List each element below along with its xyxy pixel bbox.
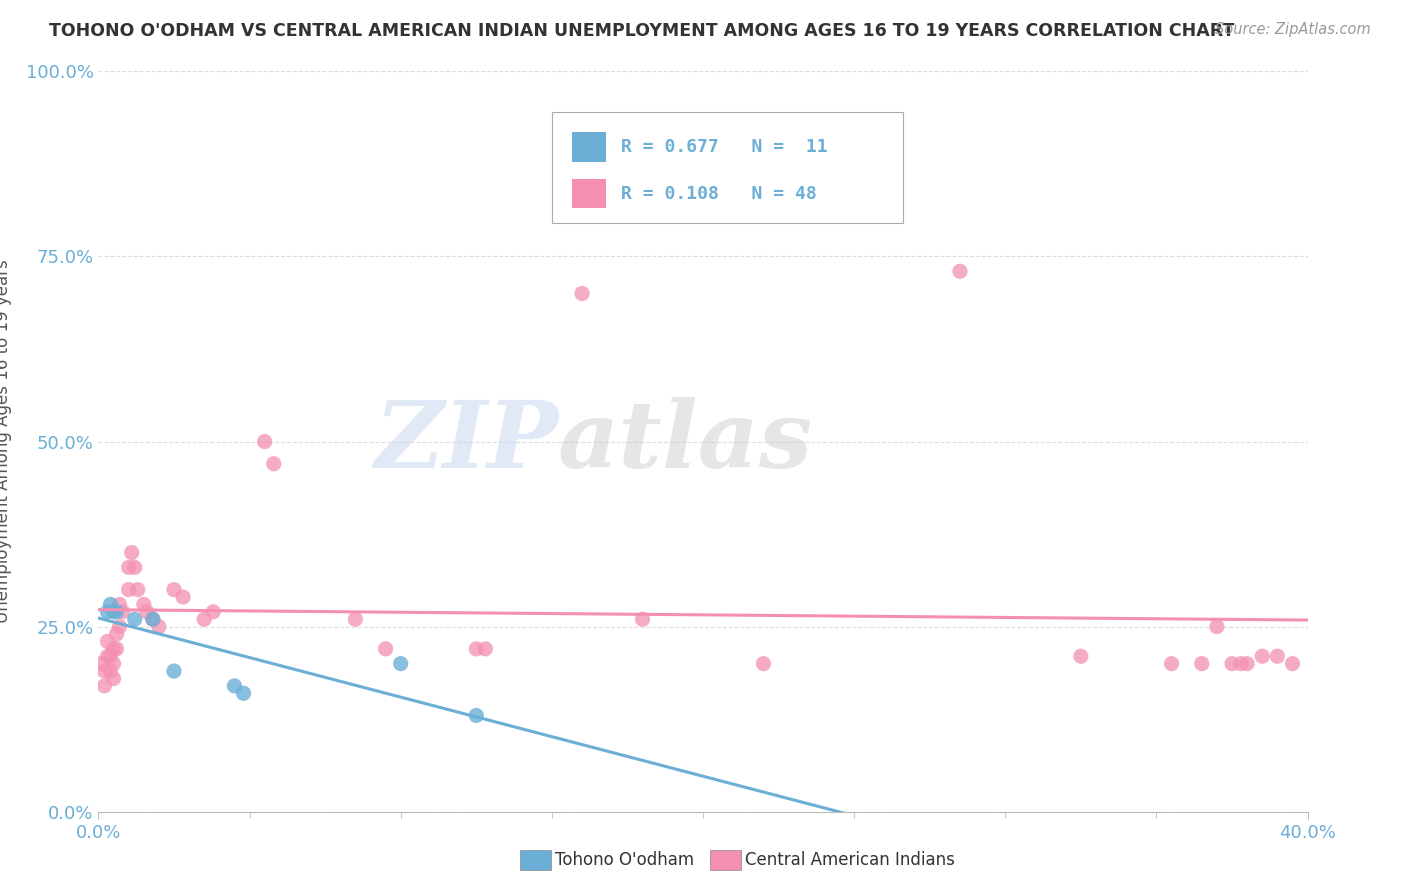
Point	[108, 619, 131, 633]
Point	[949, 264, 972, 278]
FancyBboxPatch shape	[551, 112, 903, 223]
Point	[474, 641, 496, 656]
Point	[465, 708, 488, 723]
Point	[103, 641, 125, 656]
Point	[163, 582, 186, 597]
Point	[1206, 619, 1229, 633]
Point	[105, 605, 128, 619]
Point	[1191, 657, 1213, 671]
Point	[752, 657, 775, 671]
Point	[96, 605, 118, 619]
Point	[374, 641, 396, 656]
Point	[103, 657, 125, 671]
Point	[142, 612, 165, 626]
Point	[118, 560, 141, 574]
Text: atlas: atlas	[558, 397, 813, 486]
Text: R = 0.108   N = 48: R = 0.108 N = 48	[621, 185, 817, 202]
Point	[105, 641, 128, 656]
Point	[263, 457, 285, 471]
Text: Central American Indians: Central American Indians	[745, 851, 955, 869]
Point	[1267, 649, 1289, 664]
Point	[124, 560, 146, 574]
Point	[163, 664, 186, 678]
Point	[90, 657, 112, 671]
Text: Tohono O'odham: Tohono O'odham	[555, 851, 695, 869]
FancyBboxPatch shape	[572, 132, 606, 161]
Point	[100, 664, 122, 678]
Point	[1160, 657, 1182, 671]
Point	[571, 286, 593, 301]
Point	[103, 672, 125, 686]
Point	[1230, 657, 1253, 671]
Point	[389, 657, 412, 671]
Point	[100, 649, 122, 664]
Point	[142, 612, 165, 626]
Text: TOHONO O'ODHAM VS CENTRAL AMERICAN INDIAN UNEMPLOYMENT AMONG AGES 16 TO 19 YEARS: TOHONO O'ODHAM VS CENTRAL AMERICAN INDIA…	[49, 22, 1234, 40]
Point	[1236, 657, 1258, 671]
Point	[108, 598, 131, 612]
Point	[202, 605, 225, 619]
Point	[193, 612, 215, 626]
Point	[127, 582, 149, 597]
Text: R = 0.677   N =  11: R = 0.677 N = 11	[621, 138, 827, 156]
Point	[124, 612, 146, 626]
Point	[118, 582, 141, 597]
Point	[105, 627, 128, 641]
Point	[465, 641, 488, 656]
Point	[111, 605, 134, 619]
Point	[121, 546, 143, 560]
Point	[135, 605, 157, 619]
Point	[232, 686, 254, 700]
Point	[93, 679, 115, 693]
Point	[1251, 649, 1274, 664]
Text: ZIP: ZIP	[374, 397, 558, 486]
Y-axis label: Unemployment Among Ages 16 to 19 years: Unemployment Among Ages 16 to 19 years	[0, 260, 11, 624]
Point	[96, 649, 118, 664]
Point	[1220, 657, 1243, 671]
Point	[93, 664, 115, 678]
Point	[344, 612, 367, 626]
Point	[96, 634, 118, 648]
Point	[132, 598, 155, 612]
Point	[253, 434, 276, 449]
Point	[631, 612, 654, 626]
Point	[103, 605, 125, 619]
Text: Source: ZipAtlas.com: Source: ZipAtlas.com	[1215, 22, 1371, 37]
Point	[172, 590, 194, 604]
FancyBboxPatch shape	[572, 178, 606, 209]
Point	[100, 598, 122, 612]
Point	[148, 619, 170, 633]
Point	[1281, 657, 1303, 671]
Point	[1070, 649, 1092, 664]
Point	[224, 679, 246, 693]
